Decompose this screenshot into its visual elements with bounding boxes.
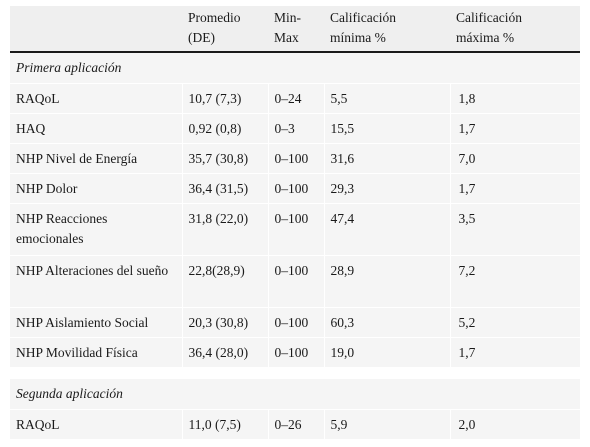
header-empty <box>10 6 182 53</box>
cell-cal-max: 1,8 <box>449 83 580 114</box>
cell-promedio: 36,4 (28,0) <box>181 337 268 368</box>
header-cal-max-line2: máxima % <box>456 30 515 45</box>
header-promedio-line2: (DE) <box>188 30 215 45</box>
table-body: Primera aplicación RAQoL 10,7 (7,3) 0–24… <box>10 52 580 440</box>
cell-cal-max: 3,5 <box>449 203 580 256</box>
table-row: HAQ 0,92 (0,8) 0–3 15,5 1,7 <box>10 113 580 144</box>
cell-minmax: 0–100 <box>267 307 324 338</box>
cell-promedio: 35,7 (30,8) <box>181 143 268 174</box>
row-label: NHP Dolor <box>10 173 182 204</box>
row-label: NHP Reacciones emocionales <box>10 203 182 256</box>
header-promedio: Promedio (DE) <box>182 6 268 53</box>
cell-minmax: 0–3 <box>267 113 324 144</box>
cell-minmax: 0–24 <box>267 83 324 114</box>
cell-cal-min: 60,3 <box>323 307 450 338</box>
row-label: NHP Alteraciones del sueño <box>10 255 182 308</box>
cell-promedio: 0,92 (0,8) <box>181 113 268 144</box>
cell-cal-max: 7,0 <box>449 143 580 174</box>
cell-promedio: 20,3 (30,8) <box>181 307 268 338</box>
header-minmax-line1: Min- <box>274 10 301 25</box>
section-title: Primera aplicación <box>10 52 580 84</box>
cell-cal-min: 47,4 <box>323 203 450 256</box>
header-cal-min-line2: mínima % <box>330 30 386 45</box>
cell-cal-min: 29,3 <box>323 173 450 204</box>
cell-minmax: 0–100 <box>267 255 324 308</box>
table-row: NHP Reacciones emocionales 31,8 (22,0) 0… <box>10 203 580 256</box>
cell-cal-min: 19,0 <box>323 337 450 368</box>
cell-cal-max: 7,2 <box>449 255 580 308</box>
header-cal-max-line1: Calificación <box>456 10 522 25</box>
cell-cal-max: 1,7 <box>449 337 580 368</box>
section-spacer <box>10 367 580 379</box>
section-title: Segunda aplicación <box>10 378 580 410</box>
cell-promedio: 36,4 (31,5) <box>181 173 268 204</box>
table-row: NHP Nivel de Energía 35,7 (30,8) 0–100 3… <box>10 143 580 174</box>
row-label: RAQoL <box>10 83 182 114</box>
row-label: NHP Movilidad Física <box>10 337 182 368</box>
cell-cal-max: 1,7 <box>449 173 580 204</box>
table-row: NHP Movilidad Física 36,4 (28,0) 0–100 1… <box>10 337 580 368</box>
section-row: Segunda aplicación <box>10 378 580 410</box>
header-row: Promedio (DE) Min- Max Calificación mínima … <box>10 6 580 53</box>
header-minmax: Min- Max <box>268 6 324 53</box>
cell-minmax: 0–100 <box>267 203 324 256</box>
header-cal-min: Calificación mínima % <box>324 6 450 53</box>
cell-promedio: 10,7 (7,3) <box>181 83 268 114</box>
cell-cal-min: 5,5 <box>323 83 450 114</box>
cell-cal-max: 2,0 <box>449 409 580 440</box>
cell-minmax: 0–100 <box>267 173 324 204</box>
table-row: NHP Dolor 36,4 (31,5) 0–100 29,3 1,7 <box>10 173 580 204</box>
header-cal-max: Calificación máxima % <box>450 6 580 53</box>
cell-cal-min: 15,5 <box>323 113 450 144</box>
cell-minmax: 0–100 <box>267 143 324 174</box>
cell-minmax: 0–26 <box>267 409 324 440</box>
row-label: RAQoL <box>10 409 182 440</box>
cell-cal-min: 28,9 <box>323 255 450 308</box>
table-row: NHP Aislamiento Social 20,3 (30,8) 0–100… <box>10 307 580 338</box>
header-promedio-line1: Promedio <box>188 10 241 25</box>
header-cal-min-line1: Calificación <box>330 10 396 25</box>
cell-cal-max: 5,2 <box>449 307 580 338</box>
table-row: RAQoL 11,0 (7,5) 0–26 5,9 2,0 <box>10 409 580 440</box>
cell-promedio: 11,0 (7,5) <box>181 409 268 440</box>
data-table: Promedio (DE) Min- Max Calificación mínima … <box>10 6 580 440</box>
table-row: NHP Alteraciones del sueño 22,8(28,9) 0–… <box>10 255 580 308</box>
cell-promedio: 22,8(28,9) <box>181 255 268 308</box>
table-header: Promedio (DE) Min- Max Calificación mínima … <box>10 6 580 53</box>
table-row: RAQoL 10,7 (7,3) 0–24 5,5 1,8 <box>10 83 580 114</box>
cell-minmax: 0–100 <box>267 337 324 368</box>
section-row: Primera aplicación <box>10 52 580 84</box>
row-label: HAQ <box>10 113 182 144</box>
spacer-cell <box>10 367 580 379</box>
row-label: NHP Aislamiento Social <box>10 307 182 338</box>
row-label: NHP Nivel de Energía <box>10 143 182 174</box>
header-minmax-line2: Max <box>274 30 299 45</box>
cell-cal-min: 31,6 <box>323 143 450 174</box>
cell-promedio: 31,8 (22,0) <box>181 203 268 256</box>
cell-cal-min: 5,9 <box>323 409 450 440</box>
cell-cal-max: 1,7 <box>449 113 580 144</box>
